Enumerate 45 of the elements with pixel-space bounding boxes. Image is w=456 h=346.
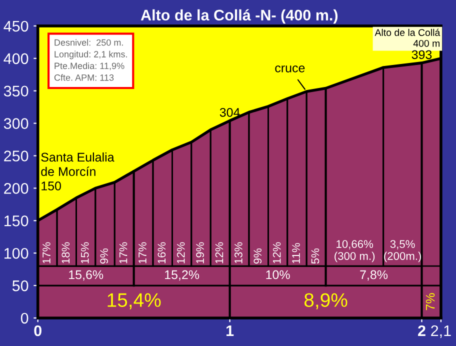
band-label: 17% [138, 242, 146, 264]
band-label: 10% [266, 270, 290, 280]
x-tick-label: 2 [418, 325, 426, 336]
band-label: 12% [215, 242, 224, 264]
band-label: 15,4% [108, 293, 161, 310]
annotation: Santa Eulalia de Morcín 150 [41, 152, 114, 190]
band-label: 12% [176, 242, 185, 264]
band-label: 13% [234, 242, 242, 264]
band-label: 19% [196, 242, 204, 264]
band-label: 7% [426, 293, 435, 310]
band-label: 8,9% [304, 293, 348, 310]
x-tick-label: 1 [226, 325, 234, 336]
y-tick-label: 150 [4, 216, 28, 226]
y-tick-label: 200 [4, 183, 28, 194]
band-label: 17% [119, 242, 128, 264]
x-tick-label: 2,1 [431, 325, 451, 338]
band-label: 9% [254, 248, 262, 264]
band-label: 3,5% (200m.) [384, 240, 422, 262]
y-tick-label: 450 [4, 20, 28, 32]
annotation: 304 [220, 108, 240, 117]
band-label: 15,6% [69, 270, 104, 281]
y-tick-label: 50 [12, 280, 28, 292]
band-label: 17% [42, 242, 50, 264]
annotation: 393 [412, 50, 432, 60]
band-label: 10,66% (300 m.) [334, 240, 375, 262]
y-tick-label: 100 [4, 248, 28, 259]
y-tick-label: 0 [20, 312, 28, 324]
annotation: cruce [275, 66, 305, 72]
y-tick-label: 300 [4, 118, 28, 129]
band-label: 16% [158, 242, 166, 264]
x-tick-label: 0 [34, 325, 42, 336]
band-label: 18% [62, 242, 70, 264]
annotation: Alto de la Collá 400 m [374, 28, 440, 47]
band-label: 11% [292, 243, 300, 264]
y-tick-label: 350 [4, 86, 28, 97]
band-label: 15,2% [165, 270, 200, 281]
band-label: 15% [81, 242, 89, 264]
y-tick-label: 250 [4, 150, 28, 162]
chart-title: Alto de la Collá -N- (400 m.) [140, 9, 338, 24]
y-tick-label: 400 [4, 53, 28, 64]
annotation: Desnivel: 250 m. Longitud: 2,1 kms. Pte.Media: 11,9% Cfte. APM: 113 [54, 39, 127, 81]
band-label: 12% [272, 242, 281, 264]
band-label: 9% [100, 248, 108, 264]
band-label: 5% [311, 248, 320, 264]
band-label: 7,8% [360, 270, 388, 281]
